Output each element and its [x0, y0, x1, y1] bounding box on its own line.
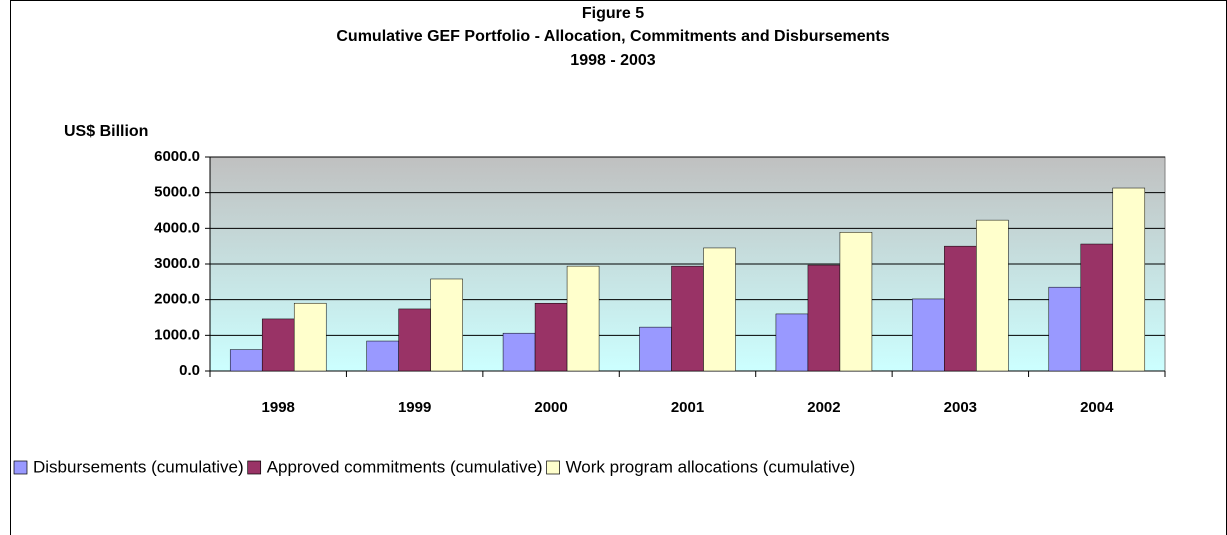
bar [703, 247, 736, 372]
bar [398, 308, 431, 372]
bar [261, 318, 295, 372]
y-tick-label: 1000.0 [154, 326, 200, 343]
bar [430, 278, 463, 372]
x-tick-label: 2002 [807, 399, 840, 416]
bar [976, 219, 1009, 372]
chart-subtitle: Cumulative GEF Portfolio - Allocation, C… [336, 28, 889, 45]
bar [944, 245, 977, 372]
legend-swatch [546, 460, 560, 475]
bar [839, 232, 873, 372]
x-tick-label: 2000 [534, 399, 567, 416]
legend-label: Approved commitments (cumulative) [267, 457, 543, 476]
legend-label: Disbursements (cumulative) [33, 457, 244, 476]
y-tick-label: 4000.0 [154, 219, 200, 236]
x-tick-label: 2004 [1080, 399, 1114, 416]
bar [366, 340, 399, 372]
legend-swatch [13, 460, 28, 475]
chart-subtitle: 1998 - 2003 [570, 52, 656, 69]
y-axis-label: US$ Billion [64, 123, 148, 140]
bar [293, 302, 327, 372]
bar [639, 326, 672, 372]
bar [229, 349, 263, 372]
legend-swatch [247, 460, 262, 475]
bar [1080, 243, 1114, 372]
y-tick-label: 2000.0 [154, 291, 200, 308]
bar [807, 264, 841, 372]
y-tick-label: 3000.0 [154, 255, 200, 272]
bar [566, 265, 600, 372]
x-tick-label: 2003 [944, 399, 977, 416]
bar [1048, 286, 1082, 372]
bar [502, 332, 536, 372]
chart-title: Figure 5 [582, 5, 644, 22]
x-tick-label: 1999 [398, 399, 431, 416]
bar [534, 302, 568, 372]
x-tick-label: 2001 [671, 399, 704, 416]
y-tick-label: 5000.0 [154, 184, 200, 201]
x-tick-label: 1998 [262, 399, 295, 416]
legend-label: Work program allocations (cumulative) [566, 457, 856, 476]
bar [912, 298, 945, 372]
y-tick-label: 6000.0 [154, 148, 200, 165]
bar [1112, 187, 1146, 372]
bar [775, 313, 809, 372]
bar [671, 265, 704, 372]
y-tick-label: 0.0 [179, 362, 200, 379]
